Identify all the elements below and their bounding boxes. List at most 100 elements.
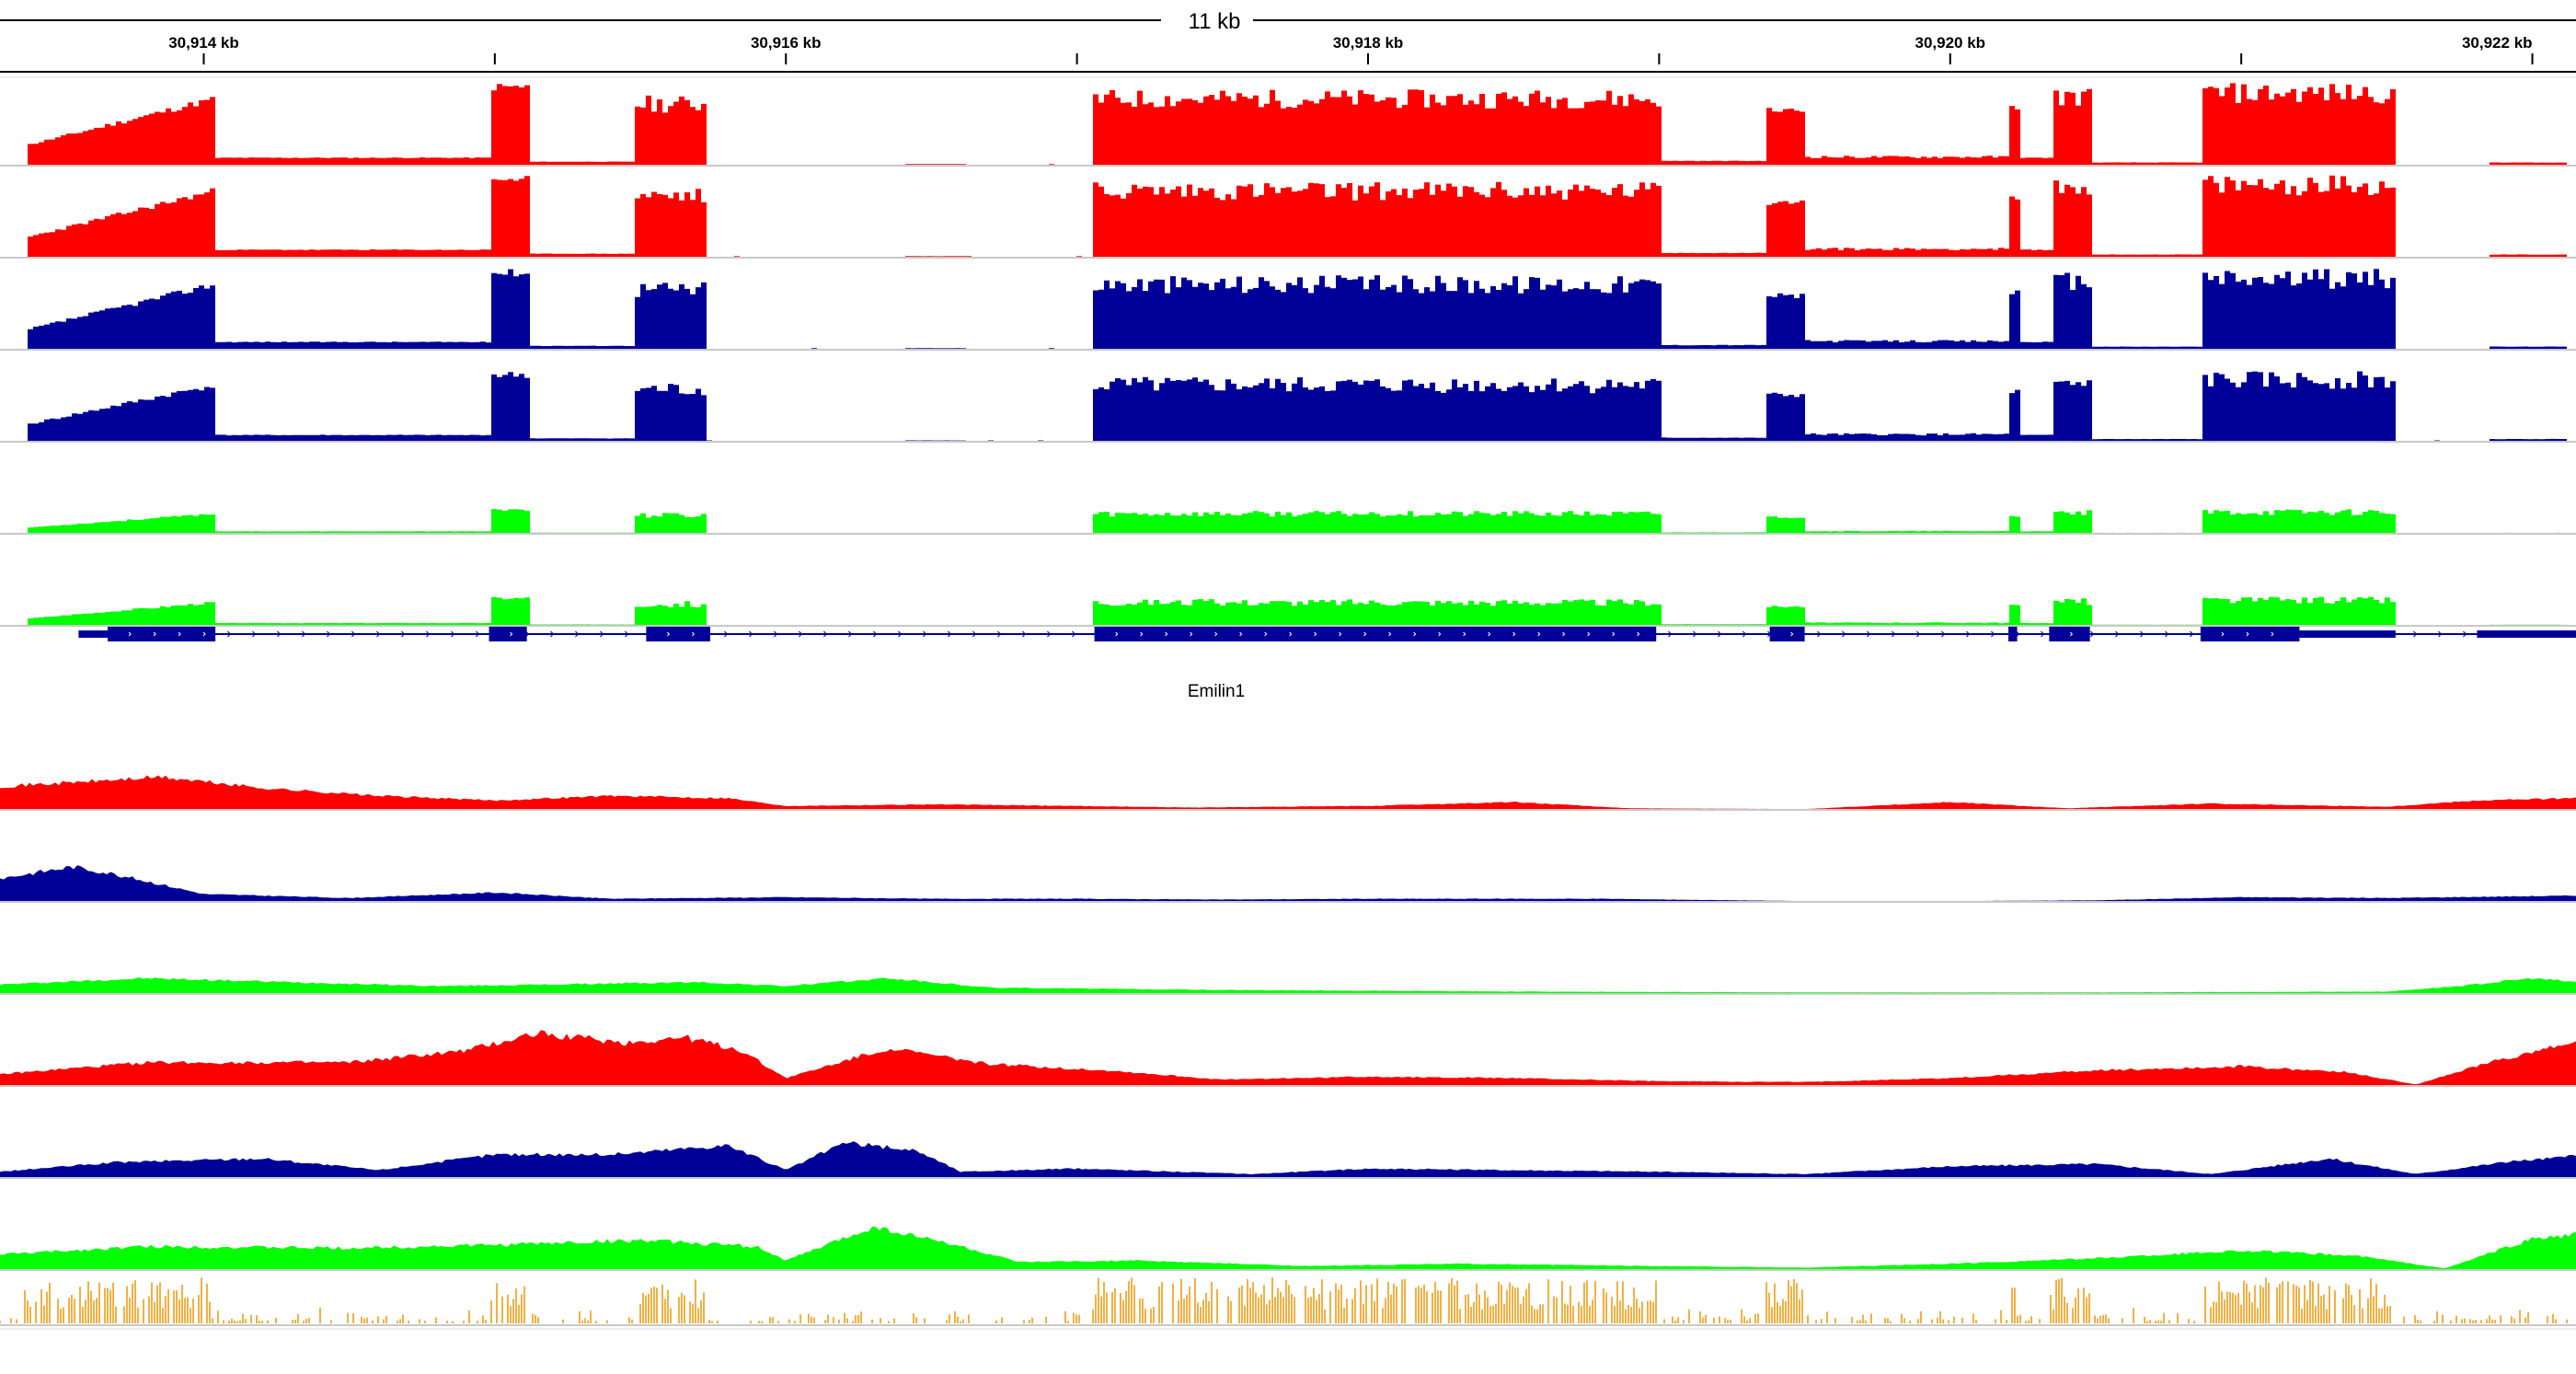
gene-utr: [78, 630, 109, 638]
strand-arrow: [1842, 630, 1846, 638]
strand-arrow: [2069, 631, 2074, 637]
gene-exon: [646, 627, 710, 641]
strand-arrow: [2115, 630, 2120, 638]
signal-area: [0, 1226, 2576, 1270]
strand-arrow: [948, 630, 952, 638]
strand-arrow: [1072, 630, 1076, 638]
strand-arrow: [1140, 631, 1144, 637]
strand-arrow: [997, 630, 1002, 638]
strand-arrow: [1916, 630, 1921, 638]
strand-arrow: [227, 630, 232, 638]
strand-arrow: [2246, 631, 2249, 637]
strand-arrow: [202, 631, 206, 637]
track-9[interactable]: [0, 865, 2576, 903]
signal-area: [0, 1141, 2576, 1178]
strand-arrow: [1612, 631, 1616, 637]
strand-arrow: [749, 630, 753, 638]
strand-arrow: [1388, 631, 1392, 637]
strand-arrow: [1264, 631, 1268, 637]
strand-arrow: [153, 631, 156, 637]
strand-arrow: [923, 630, 927, 638]
track-14[interactable]: [0, 1277, 2576, 1330]
track-3[interactable]: [0, 269, 2576, 351]
strand-arrow: [2221, 631, 2225, 637]
strand-arrow: [1693, 630, 1697, 638]
strand-arrow: [600, 630, 604, 638]
strand-arrow: [1115, 631, 1119, 637]
conservation-bars: [0, 1277, 2568, 1323]
strand-arrow: [2438, 630, 2443, 638]
track-12[interactable]: [0, 1141, 2576, 1179]
strand-arrow: [692, 631, 696, 637]
track-13[interactable]: [0, 1226, 2576, 1271]
strand-arrow: [451, 630, 455, 638]
strand-arrow: [327, 630, 331, 638]
strand-arrow: [1562, 631, 1566, 637]
gene-utr: [2477, 630, 2576, 638]
ruler-tick-label: 30,914 kb: [168, 34, 239, 52]
strand-arrow: [351, 630, 356, 638]
strand-arrow: [1790, 631, 1794, 637]
coverage-bars: [0, 596, 2576, 626]
strand-arrow: [128, 631, 132, 637]
ruler: 11 kb 30,914 kb 30,916 kb 30,918 kb 30,920 k…: [0, 9, 2576, 78]
gene-exon: [489, 627, 527, 641]
strand-arrow: [2190, 630, 2194, 638]
strand-arrow: [178, 631, 181, 637]
gene-exon: [2049, 627, 2090, 641]
strand-arrow: [1047, 630, 1052, 638]
track-8[interactable]: [0, 775, 2576, 811]
strand-arrow: [1363, 631, 1367, 637]
strand-arrow: [277, 630, 282, 638]
strand-arrow: [1239, 631, 1243, 637]
strand-arrow: [1438, 631, 1442, 637]
strand-arrow: [1742, 630, 1747, 638]
strand-arrow: [1165, 631, 1168, 637]
span-label: 11 kb: [1189, 9, 1241, 34]
strand-arrow: [799, 630, 803, 638]
strand-arrow: [2271, 631, 2274, 637]
strand-arrow: [667, 631, 671, 637]
strand-arrow: [510, 631, 513, 637]
strand-arrow: [1413, 631, 1417, 637]
coverage-bars: [0, 83, 2576, 166]
ruler-tick-label: 30,922 kb: [2462, 34, 2533, 52]
track-10[interactable]: [0, 977, 2576, 995]
coverage-bars: [0, 269, 2576, 350]
track-5[interactable]: [0, 509, 2576, 535]
gene-name-label: Emilin1: [1188, 682, 1245, 701]
track-7[interactable]: Emilin1: [78, 627, 2576, 701]
strand-arrow: [1892, 630, 1896, 638]
strand-arrow: [575, 630, 580, 638]
gene-utr: [2299, 630, 2396, 638]
strand-arrow: [401, 630, 406, 638]
track-1[interactable]: [0, 83, 2576, 167]
strand-arrow: [972, 630, 977, 638]
signal-area: [0, 865, 2576, 902]
strand-arrow: [873, 630, 878, 638]
track-4[interactable]: [0, 371, 2576, 443]
strand-arrow: [848, 630, 853, 638]
strand-arrow: [1512, 631, 1516, 637]
signal-area: [0, 775, 2576, 810]
strand-arrow: [1668, 630, 1673, 638]
strand-arrow: [1314, 631, 1317, 637]
strand-arrow: [724, 630, 729, 638]
strand-arrow: [1817, 630, 1822, 638]
ruler-tick-label: 30,916 kb: [751, 34, 822, 52]
coverage-bars: [0, 175, 2576, 258]
strand-arrow: [774, 630, 778, 638]
coverage-bars: [0, 371, 2576, 442]
track-6[interactable]: [0, 596, 2576, 627]
gene-exon: [2008, 627, 2018, 641]
ruler-tick-label: 30,918 kb: [1333, 34, 1404, 52]
strand-arrow: [426, 630, 431, 638]
strand-arrow: [1867, 630, 1871, 638]
track-2[interactable]: [0, 175, 2576, 259]
strand-arrow: [1537, 631, 1541, 637]
strand-arrow: [2413, 630, 2418, 638]
strand-arrow: [2165, 630, 2169, 638]
track-11[interactable]: [0, 1030, 2576, 1087]
signal-area: [0, 977, 2576, 994]
